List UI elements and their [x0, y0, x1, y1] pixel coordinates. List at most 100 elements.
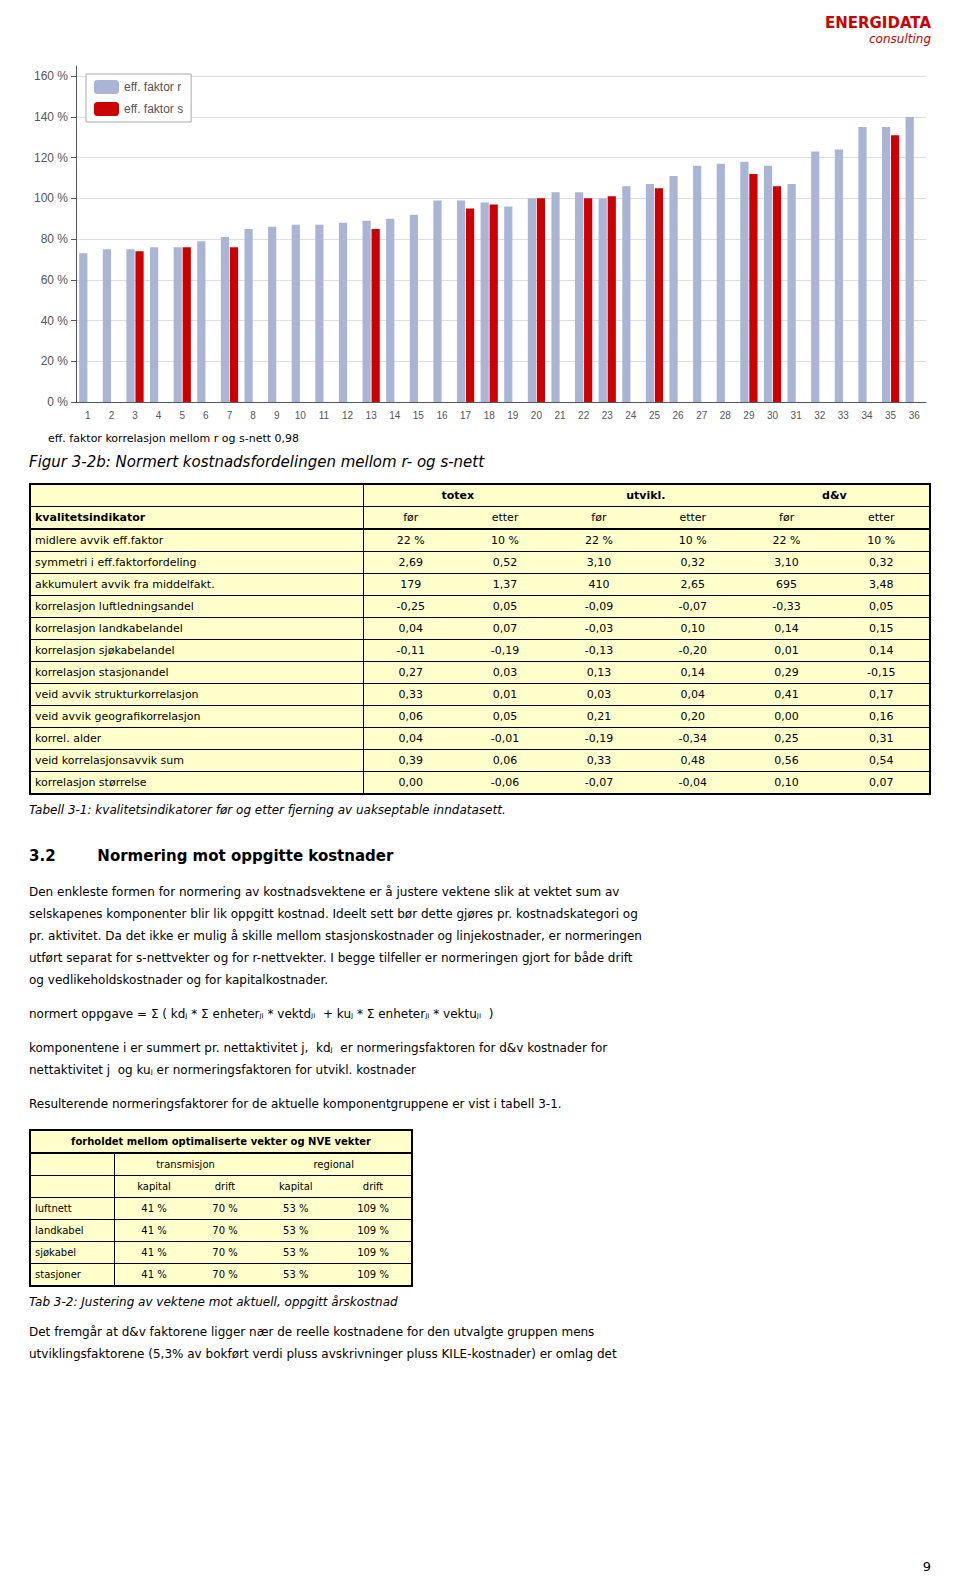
- svg-text:6: 6: [203, 410, 209, 421]
- svg-text:12: 12: [342, 410, 354, 421]
- svg-text:160 %: 160 %: [34, 69, 68, 83]
- html-text:22 %: 22 %: [396, 534, 425, 547]
- html-text:Tabell 3-1: kvalitetsindikator: Tabell 3-1: kvalitetsindikatorer før og …: [29, 803, 506, 817]
- svg-text:25: 25: [649, 410, 661, 421]
- html-text:410: 410: [588, 578, 610, 591]
- html-text:etter: etter: [491, 511, 519, 524]
- svg-text:17: 17: [460, 410, 472, 421]
- svg-text:13: 13: [366, 410, 378, 421]
- html-text:3.2 Normering mot oppgitte kos: 3.2 Normering mot oppgitte kostnader: [29, 847, 394, 865]
- svg-text:19: 19: [507, 410, 519, 421]
- svg-text:9: 9: [274, 410, 280, 421]
- svg-text:29: 29: [743, 410, 755, 421]
- html-text:consulting: consulting: [869, 32, 931, 46]
- svg-text:4: 4: [156, 410, 162, 421]
- html-text:eff. faktor korrelasjon mellom: eff. faktor korrelasjon mellom r og s-ne…: [48, 432, 300, 445]
- html-text:695: 695: [776, 578, 798, 591]
- html-text:0,32: 0,32: [869, 556, 894, 569]
- html-text:10 %: 10 %: [867, 534, 896, 547]
- svg-text:11: 11: [319, 410, 330, 421]
- html-text:midlere avvik eff.faktor: midlere avvik eff.faktor: [35, 534, 164, 547]
- html-text:Det fremgår at d&v faktorene l: Det fremgår at d&v faktorene ligger nær …: [29, 1325, 595, 1339]
- svg-text:16: 16: [436, 410, 448, 421]
- html-text:ENERGIDATA: ENERGIDATA: [824, 14, 931, 32]
- html-text:-0,25: -0,25: [396, 600, 425, 613]
- svg-text:eff. faktor r: eff. faktor r: [124, 80, 181, 94]
- html-text:Figur 3-2b: Normert kostnadsfo: Figur 3-2b: Normert kostnadsfordelingen …: [29, 453, 485, 471]
- html-text:selskapenes komponenter blir l: selskapenes komponenter blir lik oppgitt…: [29, 907, 638, 921]
- svg-text:23: 23: [602, 410, 614, 421]
- html-text:179: 179: [400, 578, 422, 591]
- svg-text:33: 33: [838, 410, 850, 421]
- svg-text:26: 26: [673, 410, 685, 421]
- svg-text:20: 20: [531, 410, 543, 421]
- html-text:før: før: [779, 511, 795, 524]
- svg-text:140 %: 140 %: [34, 110, 68, 124]
- svg-text:3: 3: [132, 410, 138, 421]
- html-text:utvikl.: utvikl.: [626, 489, 666, 502]
- html-text:symmetri i eff.faktorfordeling: symmetri i eff.faktorfordeling: [35, 556, 197, 569]
- html-text:før: før: [591, 511, 607, 524]
- html-text:10 %: 10 %: [678, 534, 707, 547]
- svg-text:100 %: 100 %: [34, 191, 68, 205]
- svg-text:34: 34: [861, 410, 873, 421]
- svg-text:32: 32: [814, 410, 826, 421]
- html-text:22 %: 22 %: [772, 534, 801, 547]
- svg-text:15: 15: [413, 410, 425, 421]
- html-text:2,65: 2,65: [680, 578, 705, 591]
- html-text:komponentene i er summert pr.: komponentene i er summert pr. nettaktivi…: [29, 1041, 608, 1055]
- html-text:3,48: 3,48: [869, 578, 894, 591]
- html-text:utført separat for s-nettvekte: utført separat for s-nettvekter og for r…: [29, 951, 633, 965]
- svg-text:22: 22: [578, 410, 590, 421]
- svg-text:120 %: 120 %: [34, 151, 68, 165]
- html-text:1,37: 1,37: [492, 578, 518, 591]
- html-text:nettaktivitet j og kuⱼ er norm: nettaktivitet j og kuⱼ er normeringsfakt…: [29, 1063, 416, 1077]
- svg-text:80 %: 80 %: [41, 232, 69, 246]
- html-text:etter: etter: [679, 511, 707, 524]
- html-text:0,52: 0,52: [492, 556, 518, 569]
- svg-text:27: 27: [696, 410, 708, 421]
- html-text:totex: totex: [441, 489, 475, 502]
- svg-text:7: 7: [227, 410, 233, 421]
- svg-text:30: 30: [767, 410, 779, 421]
- svg-text:5: 5: [179, 410, 185, 421]
- svg-text:14: 14: [389, 410, 401, 421]
- html-text:normert oppgave = Σ ( kdⱼ * Σ: normert oppgave = Σ ( kdⱼ * Σ enheterⱼᵢ …: [29, 1007, 494, 1021]
- html-text:22 %: 22 %: [584, 534, 613, 547]
- html-text:korrelasjon luftledningsandel: korrelasjon luftledningsandel: [35, 600, 194, 613]
- svg-text:28: 28: [720, 410, 732, 421]
- html-text:etter: etter: [867, 511, 895, 524]
- html-text:kvalitetsindikator: kvalitetsindikator: [35, 511, 146, 524]
- svg-text:18: 18: [484, 410, 496, 421]
- html-text:akkumulert avvik fra middelfak: akkumulert avvik fra middelfakt.: [35, 578, 215, 591]
- svg-text:20 %: 20 %: [41, 354, 69, 368]
- svg-text:1: 1: [85, 410, 91, 421]
- svg-text:40 %: 40 %: [41, 314, 69, 328]
- html-text:0,32: 0,32: [680, 556, 705, 569]
- html-text:Tab 3-2: Justering av vektene: Tab 3-2: Justering av vektene mot aktuel…: [29, 1295, 398, 1309]
- html-text:2,69: 2,69: [398, 556, 424, 569]
- svg-text:10: 10: [295, 410, 307, 421]
- html-text:0,05: 0,05: [492, 600, 518, 613]
- html-text:og vedlikeholdskostnader og fo: og vedlikeholdskostnader og for kapitalk…: [29, 973, 329, 987]
- html-text:10 %: 10 %: [491, 534, 519, 547]
- svg-text:2: 2: [109, 410, 115, 421]
- svg-text:60 %: 60 %: [41, 273, 69, 287]
- svg-text:0 %: 0 %: [47, 395, 68, 409]
- html-text:før: før: [403, 511, 419, 524]
- svg-text:24: 24: [625, 410, 637, 421]
- html-text:Resulterende normeringsfaktore: Resulterende normeringsfaktorer for de a…: [29, 1097, 562, 1111]
- svg-text:36: 36: [909, 410, 921, 421]
- html-text:3,10: 3,10: [774, 556, 799, 569]
- svg-text:31: 31: [791, 410, 803, 421]
- html-text:d&v: d&v: [822, 489, 847, 502]
- html-text:pr. aktivitet. Da det ikke er: pr. aktivitet. Da det ikke er mulig å sk…: [29, 929, 642, 943]
- svg-text:35: 35: [885, 410, 897, 421]
- html-text:utviklingsfaktorene (5,3% av b: utviklingsfaktorene (5,3% av bokført ver…: [29, 1347, 617, 1361]
- svg-text:8: 8: [250, 410, 256, 421]
- html-text:Den enkleste formen for normer: Den enkleste formen for normering av kos…: [29, 885, 620, 899]
- svg-text:21: 21: [554, 410, 566, 421]
- html-text:3,10: 3,10: [586, 556, 612, 569]
- svg-text:eff. faktor s: eff. faktor s: [124, 102, 183, 116]
- html-text:-0,09: -0,09: [584, 600, 614, 613]
